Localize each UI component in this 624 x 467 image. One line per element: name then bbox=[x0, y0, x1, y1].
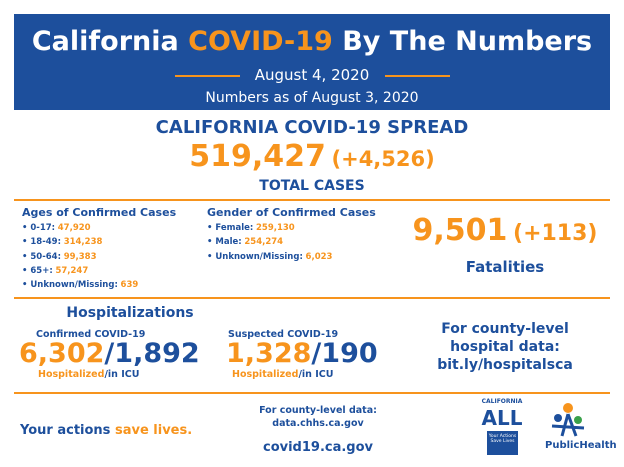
total: 519,427 bbox=[189, 139, 326, 174]
row-label: • Unknown/Missing: bbox=[207, 251, 303, 262]
line: For county-level bbox=[441, 321, 569, 337]
slogan-part: save lives. bbox=[114, 423, 193, 438]
total: 9,501 bbox=[412, 213, 508, 248]
row-value: 639 bbox=[120, 280, 139, 291]
row: • Male: 254,274 bbox=[207, 235, 332, 249]
line: bit.ly/hospitalsca bbox=[437, 357, 573, 373]
note: Hospitalized bbox=[38, 369, 105, 380]
row: • Unknown/Missing: 639 bbox=[22, 278, 138, 292]
fatalities: 9,501 (+113) bbox=[413, 213, 598, 248]
title-part: California bbox=[31, 26, 189, 57]
row-label: • 18-49: bbox=[22, 237, 61, 248]
rule bbox=[175, 75, 240, 77]
banner bbox=[14, 14, 610, 110]
gender-list: • Female: 259,130 • Male: 254,274 • Unknow… bbox=[207, 221, 332, 264]
logo-text: CALIFORNIA bbox=[481, 398, 523, 405]
row-value: 6,023 bbox=[305, 251, 333, 262]
hosp-numbers: 6,302/1,892 bbox=[19, 338, 200, 369]
row-value: 99,383 bbox=[63, 251, 97, 262]
hosp-label: Confirmed COVID-19 bbox=[36, 329, 146, 340]
line: hospital data: bbox=[450, 339, 560, 355]
row-value: 259,130 bbox=[256, 223, 295, 233]
county-data: For county-level data: data.chhs.ca.gov bbox=[259, 404, 377, 430]
gender-heading: Gender of Confirmed Cases bbox=[207, 206, 376, 219]
separator: / bbox=[104, 338, 115, 369]
ages-heading: Ages of Confirmed Cases bbox=[22, 206, 177, 219]
as-of: Numbers as of August 3, 2020 bbox=[205, 90, 419, 106]
row: • Female: 259,130 bbox=[207, 221, 332, 235]
row-label: • 50-64: bbox=[22, 251, 61, 262]
row: • 18-49: 314,238 bbox=[22, 235, 138, 249]
spread-heading: CALIFORNIA COVID-19 SPREAD bbox=[155, 117, 469, 138]
county-hospital: For county-level hospital data: bit.ly/hos… bbox=[437, 320, 573, 374]
row: • 50-64: 99,383 bbox=[22, 250, 138, 264]
title: California COVID-19 By The Numbers bbox=[32, 26, 592, 57]
logo-text: ALL bbox=[481, 406, 523, 430]
change: (+113) bbox=[513, 221, 598, 246]
divider bbox=[14, 199, 610, 201]
row: • 65+: 57,247 bbox=[22, 264, 138, 278]
row-label: • 65+: bbox=[22, 265, 53, 276]
hosp-label: Suspected COVID-19 bbox=[228, 329, 339, 340]
icu: 190 bbox=[321, 338, 378, 369]
hospitalized: 6,302 bbox=[19, 338, 105, 369]
ages-list: • 0-17: 47,920 • 18-49: 314,238 • 50-64: 9… bbox=[22, 221, 138, 292]
row-label: • 0-17: bbox=[22, 223, 56, 233]
line: For county-level data: bbox=[259, 405, 377, 416]
row-label: • Male: bbox=[207, 237, 242, 248]
row: • 0-17: 47,920 bbox=[22, 221, 138, 235]
hosp-heading: Hospitalizations bbox=[66, 305, 194, 321]
slogan-part: Your actions bbox=[20, 423, 115, 438]
hosp-numbers: 1,328/190 bbox=[226, 338, 378, 369]
ph-icon bbox=[551, 403, 585, 437]
hosp-note: Hospitalized/in ICU bbox=[232, 369, 333, 380]
hosp-note: Hospitalized/in ICU bbox=[38, 369, 139, 380]
divider bbox=[14, 392, 610, 394]
fatalities-label: Fatalities bbox=[465, 258, 545, 276]
note: Hospitalized bbox=[232, 369, 299, 380]
title-part: By The Numbers bbox=[332, 26, 593, 57]
icu: 1,892 bbox=[114, 338, 200, 369]
row-label: • Unknown/Missing: bbox=[22, 280, 118, 291]
row-value: 57,247 bbox=[55, 265, 89, 276]
note: /in ICU bbox=[298, 369, 334, 380]
row-value: 314,238 bbox=[63, 237, 103, 248]
row-label: • Female: bbox=[207, 223, 254, 233]
row-value: 254,274 bbox=[244, 237, 284, 248]
date: August 4, 2020 bbox=[254, 66, 370, 84]
rule bbox=[385, 75, 450, 77]
slogan: Your actions save lives. bbox=[20, 423, 192, 438]
title-part: COVID-19 bbox=[188, 26, 333, 57]
logo-tag: Your Actions Save Lives bbox=[487, 431, 518, 455]
total-cases: 519,427 (+4,526) bbox=[189, 139, 434, 174]
change: (+4,526) bbox=[331, 147, 435, 171]
logo-text: PublicHealth bbox=[545, 440, 617, 451]
total-label: TOTAL CASES bbox=[259, 178, 365, 194]
hospitalized: 1,328 bbox=[226, 338, 312, 369]
separator: / bbox=[311, 338, 322, 369]
row: • Unknown/Missing: 6,023 bbox=[207, 250, 332, 264]
row-value: 47,920 bbox=[57, 223, 91, 233]
site: covid19.ca.gov bbox=[262, 440, 374, 455]
divider bbox=[14, 297, 610, 299]
note: /in ICU bbox=[104, 369, 140, 380]
line: data.chhs.ca.gov bbox=[272, 418, 364, 429]
